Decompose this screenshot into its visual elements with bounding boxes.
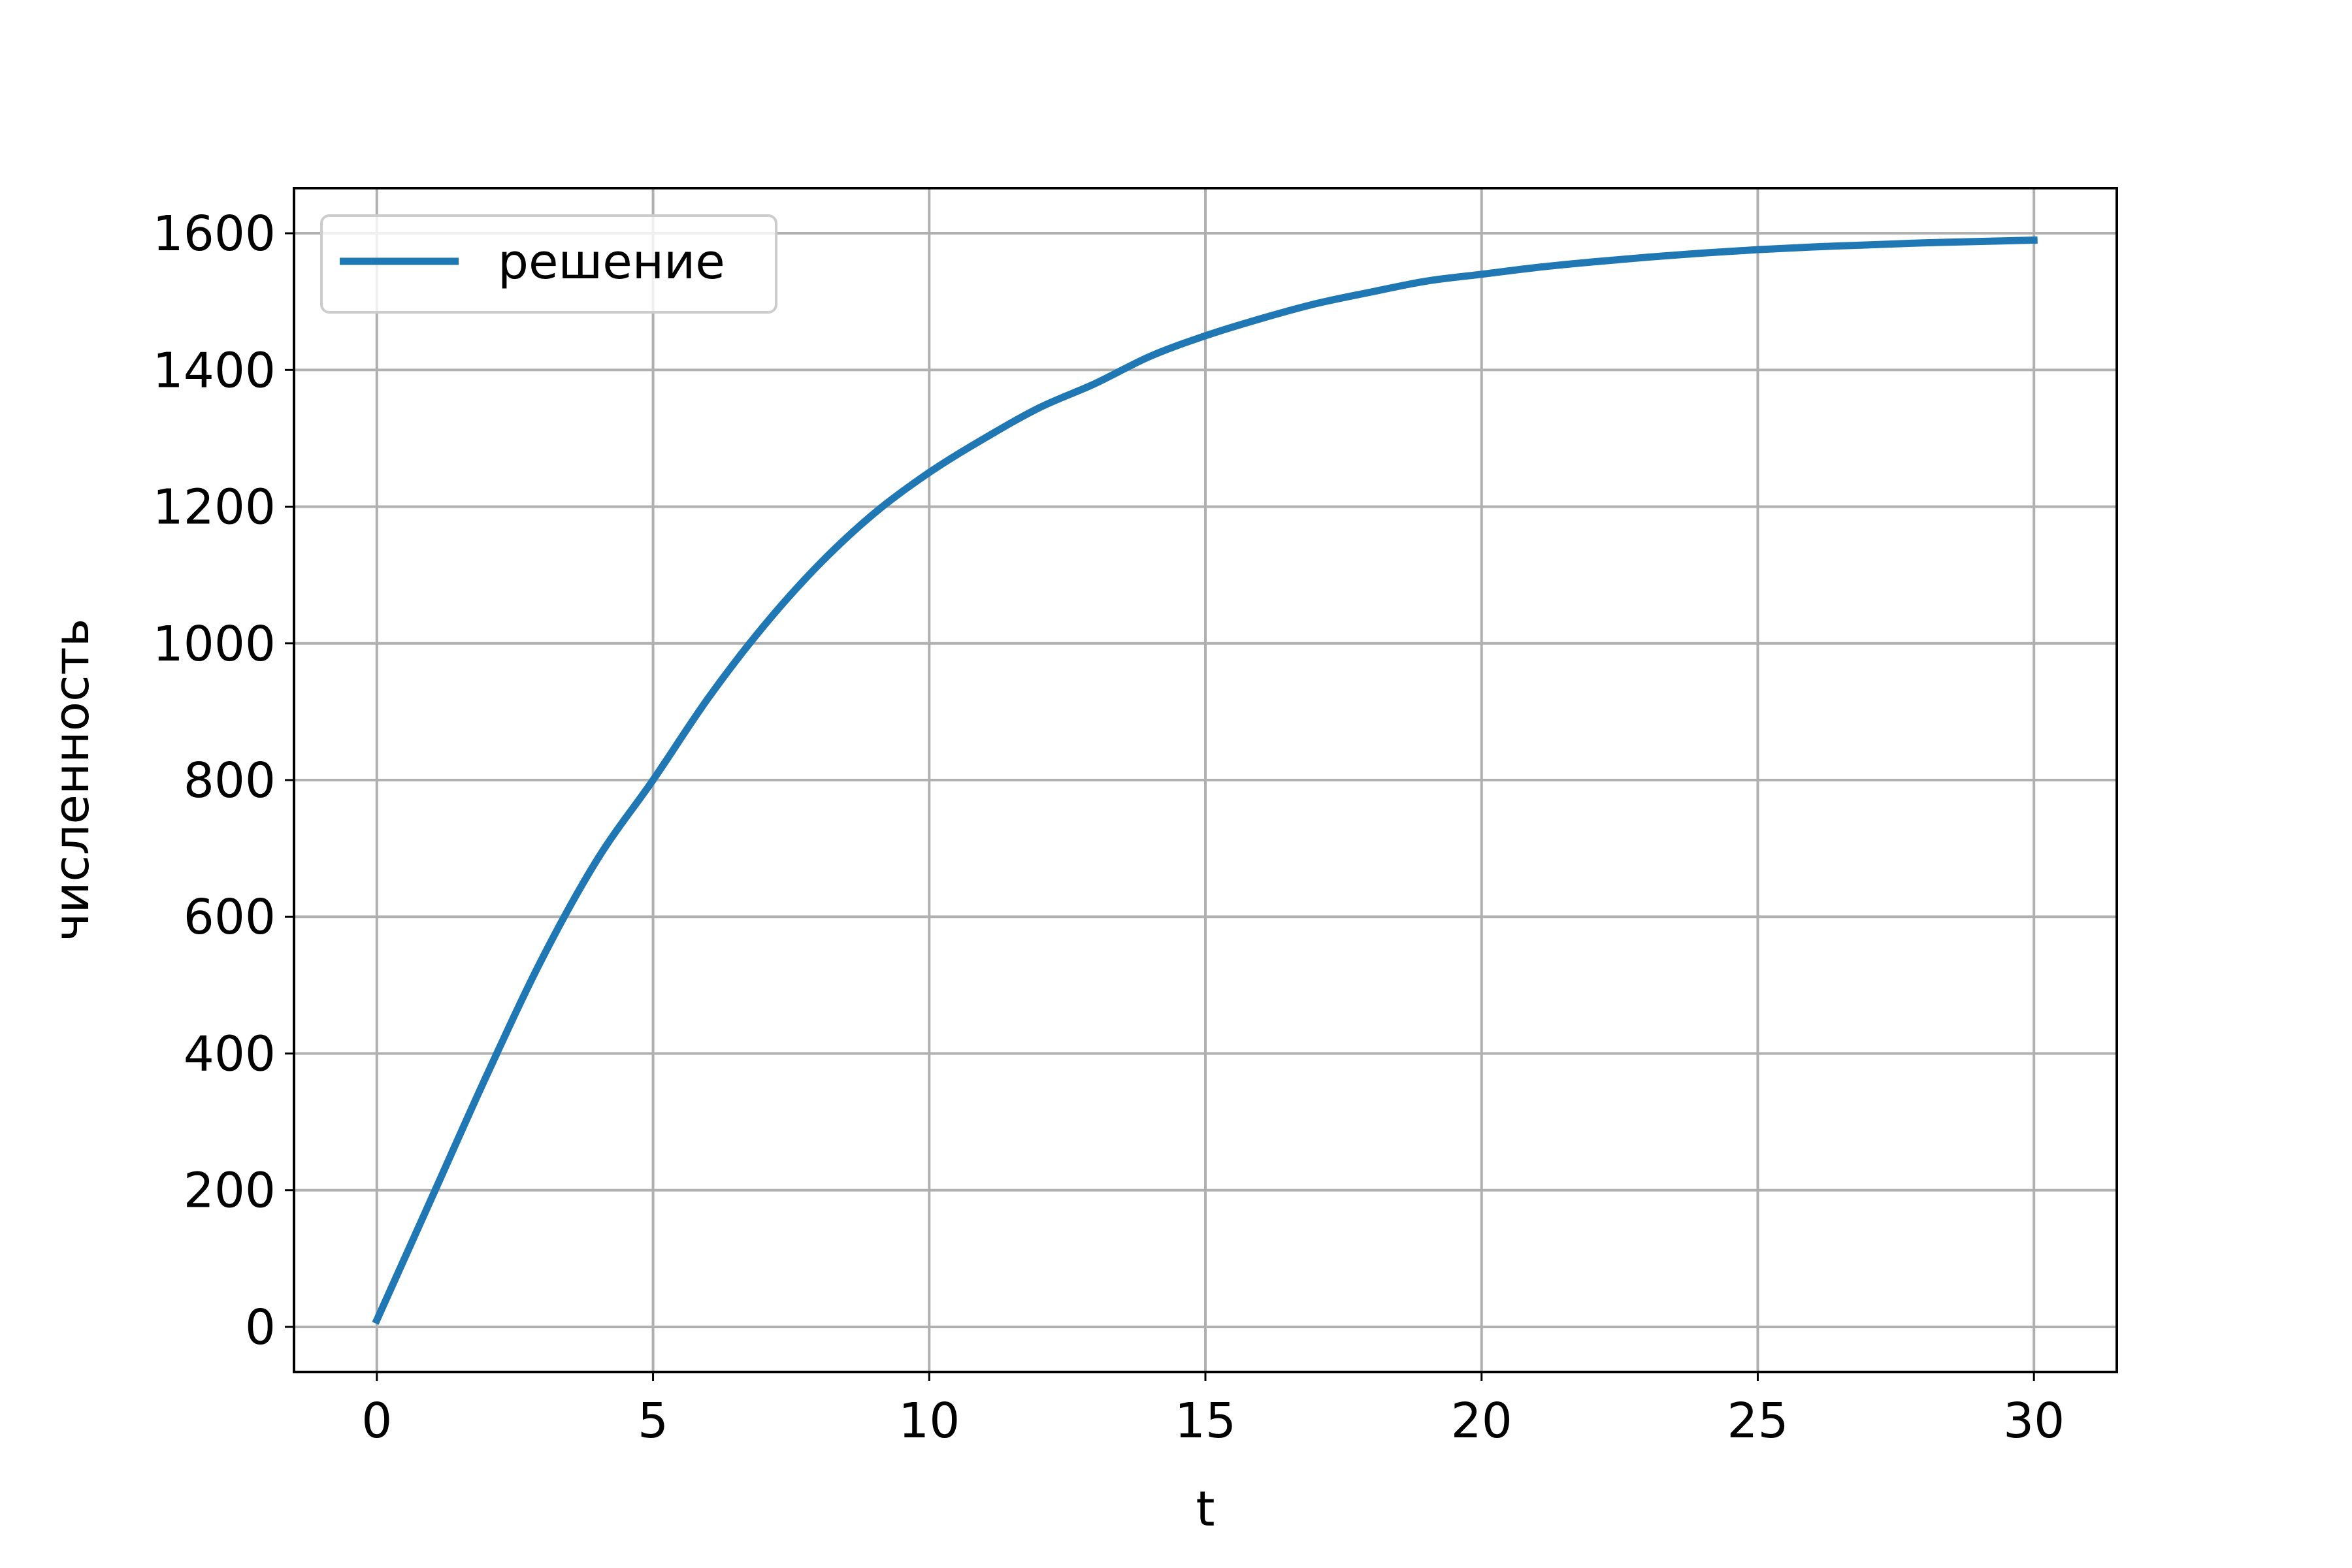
grid-lines — [294, 188, 2117, 1372]
legend-label: решение — [498, 234, 725, 290]
y-tick-label: 0 — [245, 1299, 276, 1356]
x-tick-label: 10 — [898, 1393, 960, 1449]
x-axis-label: t — [1196, 1481, 1215, 1537]
axis-ticks: 0 5 10 15 20 25 30 0 200 400 600 800 1000 1200 1400 160… — [153, 206, 2065, 1449]
x-tick-label: 30 — [2003, 1393, 2065, 1449]
y-tick-label: 1400 — [153, 342, 276, 399]
y-tick-label: 1200 — [153, 480, 276, 536]
legend-box — [320, 214, 777, 314]
x-tick-label: 20 — [1451, 1393, 1512, 1449]
y-tick-label: 600 — [184, 889, 276, 945]
y-tick-label: 400 — [184, 1026, 276, 1082]
y-tick-label: 1600 — [153, 206, 276, 262]
x-tick-label: 0 — [361, 1393, 392, 1449]
series-line — [372, 236, 2038, 1325]
series-lines — [372, 236, 2038, 1325]
x-tick-label: 5 — [638, 1393, 668, 1449]
legend: решение — [320, 214, 777, 314]
y-tick-label: 1000 — [153, 616, 276, 672]
y-tick-label: 200 — [184, 1163, 276, 1219]
y-tick-label: 800 — [184, 753, 276, 809]
x-tick-label: 15 — [1175, 1393, 1236, 1449]
y-axis-label: численность — [44, 619, 100, 942]
x-tick-label: 25 — [1727, 1393, 1788, 1449]
